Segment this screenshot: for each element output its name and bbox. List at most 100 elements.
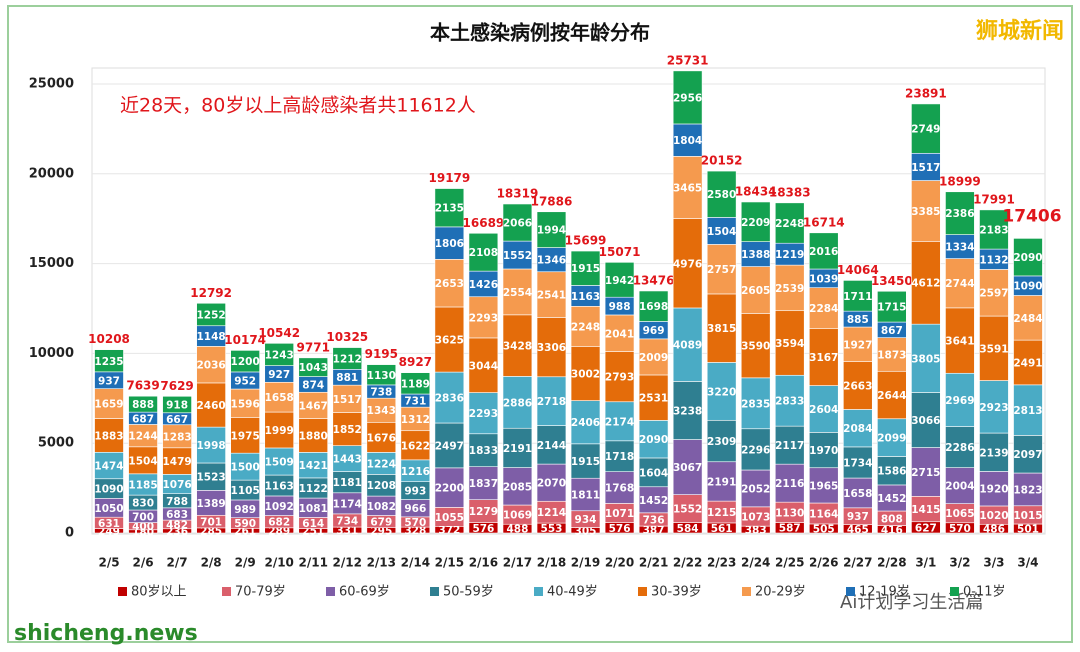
bar-segment <box>945 467 975 504</box>
segment-label: 1081 <box>299 503 328 515</box>
segment-label: 631 <box>98 518 120 530</box>
segment-label: 1219 <box>775 249 804 261</box>
segment-label: 383 <box>745 525 767 537</box>
total-label: 9771 <box>297 340 330 354</box>
segment-label: 576 <box>472 523 494 535</box>
segment-label: 261 <box>234 526 256 538</box>
segment-label: 2597 <box>979 288 1008 300</box>
segment-label: 1504 <box>707 226 736 238</box>
x-tick-label: 2/14 <box>401 556 430 570</box>
segment-label: 738 <box>370 387 392 399</box>
segment-label: 2009 <box>639 352 668 364</box>
segment-label: 2248 <box>775 218 804 230</box>
x-tick-label: 2/7 <box>167 556 188 570</box>
bar-segment <box>877 370 907 420</box>
legend-swatch <box>118 587 127 596</box>
bar-segment <box>502 203 533 242</box>
x-tick-label: 2/10 <box>264 556 293 570</box>
total-label: 15071 <box>599 245 641 259</box>
bar-segment <box>809 328 839 386</box>
legend-label: 0-11岁 <box>963 585 1006 600</box>
bar-segment <box>604 351 635 403</box>
segment-label: 1069 <box>503 510 532 522</box>
bar-segment <box>979 269 1009 317</box>
segment-label: 1015 <box>1013 510 1042 522</box>
segment-label: 1130 <box>367 370 396 382</box>
marks: 0500010000150002000025000249631105010901… <box>29 53 1062 599</box>
total-label: 10208 <box>88 332 130 346</box>
bar-segment <box>264 343 294 366</box>
segment-label: 966 <box>404 503 426 515</box>
segment-label: 667 <box>166 414 188 426</box>
total-label: 18999 <box>939 174 981 188</box>
segment-label: 1811 <box>571 489 600 501</box>
bar-segment <box>945 426 975 468</box>
segment-label: 1823 <box>1013 484 1042 496</box>
segment-label: 2191 <box>503 443 532 455</box>
x-tick-label: 2/28 <box>877 556 906 570</box>
segment-label: 1122 <box>299 483 328 495</box>
segment-label: 488 <box>506 524 528 536</box>
segment-label: 2460 <box>197 400 226 412</box>
bar-segment <box>162 395 192 414</box>
segment-label: 1443 <box>333 454 362 466</box>
segment-label: 400 <box>132 521 154 533</box>
y-tick-label: 5000 <box>38 436 74 451</box>
bar-segment <box>638 338 669 376</box>
bar-segment <box>979 209 1009 250</box>
x-tick-label: 3/1 <box>915 556 936 570</box>
segment-label: 561 <box>711 523 733 535</box>
x-tick-label: 2/23 <box>707 556 736 570</box>
bar-segment <box>774 310 805 376</box>
segment-label: 3428 <box>503 341 532 353</box>
segment-label: 1279 <box>469 506 498 518</box>
segment-label: 3238 <box>673 405 702 417</box>
legend-swatch <box>326 587 335 596</box>
segment-label: 1346 <box>537 255 566 267</box>
bar-segment <box>843 326 873 362</box>
bar-segment <box>298 452 328 479</box>
segment-label: 584 <box>677 523 699 535</box>
segment-label: 1804 <box>673 135 702 147</box>
segment-label: 918 <box>166 400 188 412</box>
segment-label: 2097 <box>1013 449 1042 461</box>
legend-swatch <box>430 587 439 596</box>
total-label: 23891 <box>905 86 947 100</box>
bar-segment <box>911 496 941 523</box>
x-tick-label: 2/27 <box>843 556 872 570</box>
x-tick-label: 2/13 <box>367 556 396 570</box>
segment-label: 1090 <box>94 484 123 496</box>
segment-label: 1504 <box>128 455 157 467</box>
bar-segment <box>434 371 465 424</box>
segment-label: 1020 <box>979 510 1008 522</box>
bar-segment <box>366 397 397 423</box>
segment-label: 3805 <box>911 353 940 365</box>
segment-label: 993 <box>404 486 426 498</box>
bar-segment <box>809 432 839 469</box>
bar-segment <box>672 381 703 440</box>
segment-label: 1055 <box>435 512 464 524</box>
segment-label: 1130 <box>775 507 804 519</box>
total-label: 19179 <box>429 171 471 185</box>
legend-swatch <box>638 587 647 596</box>
bar-segment <box>128 395 158 413</box>
segment-label: 2085 <box>503 481 532 493</box>
segment-label: 2541 <box>537 290 566 302</box>
segment-label: 1076 <box>162 479 191 491</box>
segment-label: 1474 <box>94 461 123 473</box>
segment-label: 1189 <box>401 378 430 390</box>
segment-label: 1852 <box>333 424 362 436</box>
segment-label: 1214 <box>537 507 566 519</box>
segment-label: 2836 <box>435 393 464 405</box>
segment-label: 3815 <box>707 323 736 335</box>
segment-label: 1734 <box>843 457 872 469</box>
x-tick-label: 2/12 <box>333 556 362 570</box>
legend-swatch <box>846 587 855 596</box>
segment-label: 1927 <box>843 339 872 351</box>
segment-label: 3002 <box>571 369 600 381</box>
bar-segment <box>536 211 567 248</box>
bar-segment <box>536 271 567 318</box>
segment-label: 934 <box>575 514 597 526</box>
bar-segment <box>911 323 941 393</box>
bar-segment <box>638 457 669 488</box>
